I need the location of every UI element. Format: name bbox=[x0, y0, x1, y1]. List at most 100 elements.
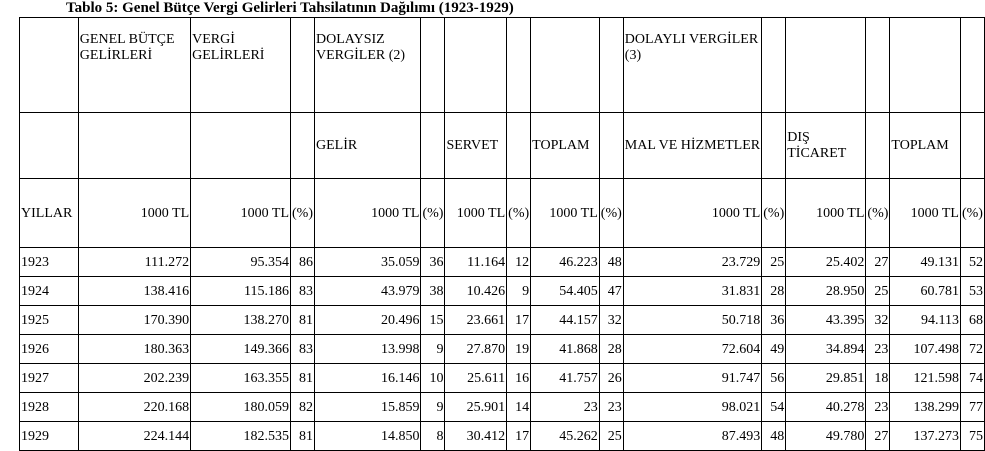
header-cell-empty bbox=[420, 17, 446, 113]
cell-servet-pct: 14 bbox=[506, 392, 532, 422]
cell-servet: 27.870 bbox=[444, 334, 508, 364]
cell-servet-pct: 19 bbox=[506, 334, 532, 364]
cell-genel-butce: 111.272 bbox=[77, 247, 192, 277]
cell-toplam-dolayli: 49.131 bbox=[889, 247, 961, 277]
cell-vergi-pct: 83 bbox=[290, 276, 316, 306]
cell-vergi-pct: 81 bbox=[290, 421, 316, 451]
cell-servet-pct: 17 bbox=[506, 305, 532, 335]
cell-servet-pct: 16 bbox=[506, 363, 532, 393]
cell-gelir-pct: 9 bbox=[420, 334, 446, 364]
cell-servet: 23.661 bbox=[444, 305, 508, 335]
cell-mal-hizmet-pct: 56 bbox=[761, 363, 787, 393]
header-cell-empty bbox=[444, 17, 508, 113]
header-cell-empty bbox=[761, 17, 787, 113]
header-yillar: YILLAR bbox=[19, 178, 79, 248]
header-toplam-dolayli: TOPLAM bbox=[889, 112, 961, 179]
cell-toplam-dolaysiz: 54.405 bbox=[530, 276, 600, 306]
cell-toplam-dolaysiz-pct: 26 bbox=[598, 363, 624, 393]
cell-toplam-dolayli-pct: 74 bbox=[959, 363, 985, 393]
cell-gelir: 35.059 bbox=[314, 247, 422, 277]
header-cell-empty bbox=[77, 112, 192, 179]
cell-dis-ticaret-pct: 32 bbox=[865, 305, 891, 335]
unit-pct: (%) bbox=[598, 178, 624, 248]
cell-gelir-pct: 9 bbox=[420, 392, 446, 422]
cell-gelir-pct: 10 bbox=[420, 363, 446, 393]
header-servet: SERVET bbox=[444, 112, 508, 179]
header-row-1: GENEL BÜTÇE GELİRLERİ VERGİ GELİRLERİ DO… bbox=[19, 17, 985, 113]
cell-dis-ticaret-pct: 27 bbox=[865, 247, 891, 277]
unit-tl: 1000 TL bbox=[190, 178, 292, 248]
cell-servet-pct: 12 bbox=[506, 247, 532, 277]
cell-gelir-pct: 38 bbox=[420, 276, 446, 306]
cell-toplam-dolayli-pct: 75 bbox=[959, 421, 985, 451]
cell-dis-ticaret-pct: 27 bbox=[865, 421, 891, 451]
table-row: 1923 111.272 95.354 86 35.059 36 11.164 12 46.22… bbox=[19, 247, 985, 277]
cell-mal-hizmet-pct: 25 bbox=[761, 247, 787, 277]
cell-servet-pct: 9 bbox=[506, 276, 532, 306]
cell-vergi-pct: 82 bbox=[290, 392, 316, 422]
header-cell-empty bbox=[889, 17, 961, 113]
unit-pct: (%) bbox=[959, 178, 985, 248]
cell-dis-ticaret: 28.950 bbox=[785, 276, 867, 306]
header-toplam-dolaysiz: TOPLAM bbox=[530, 112, 600, 179]
cell-toplam-dolaysiz-pct: 48 bbox=[598, 247, 624, 277]
header-cell-empty bbox=[959, 17, 985, 113]
header-genel-butce: GENEL BÜTÇE GELİRLERİ bbox=[77, 17, 192, 113]
cell-mal-hizmet: 50.718 bbox=[622, 305, 763, 335]
unit-tl: 1000 TL bbox=[622, 178, 763, 248]
cell-gelir-pct: 15 bbox=[420, 305, 446, 335]
cell-mal-hizmet: 87.493 bbox=[622, 421, 763, 451]
tax-revenue-table: GENEL BÜTÇE GELİRLERİ VERGİ GELİRLERİ DO… bbox=[19, 17, 985, 451]
header-gelir: GELİR bbox=[314, 112, 422, 179]
header-cell-empty bbox=[865, 17, 891, 113]
cell-gelir: 14.850 bbox=[314, 421, 422, 451]
cell-year: 1928 bbox=[19, 392, 79, 422]
cell-dis-ticaret: 34.894 bbox=[785, 334, 867, 364]
table-row: 1927 202.239 163.355 81 16.146 10 25.611 16 41.7… bbox=[19, 363, 985, 393]
header-cell-empty bbox=[19, 17, 79, 113]
cell-vergi: 182.535 bbox=[190, 421, 292, 451]
table-body: 1923 111.272 95.354 86 35.059 36 11.164 12 46.22… bbox=[19, 247, 985, 451]
cell-servet-pct: 17 bbox=[506, 421, 532, 451]
cell-mal-hizmet: 98.021 bbox=[622, 392, 763, 422]
cell-dis-ticaret-pct: 25 bbox=[865, 276, 891, 306]
header-dolaysiz: DOLAYSIZ VERGİLER (2) bbox=[314, 17, 422, 113]
header-cell-empty bbox=[959, 112, 985, 179]
table-row: 1924 138.416 115.186 83 43.979 38 10.426 9 54.40… bbox=[19, 276, 985, 306]
cell-toplam-dolaysiz-pct: 23 bbox=[598, 392, 624, 422]
cell-toplam-dolaysiz-pct: 47 bbox=[598, 276, 624, 306]
header-row-2: GELİR SERVET TOPLAM MAL VE HİZMETLER DIŞ… bbox=[19, 112, 985, 179]
cell-vergi: 180.059 bbox=[190, 392, 292, 422]
cell-vergi-pct: 83 bbox=[290, 334, 316, 364]
header-cell-empty bbox=[420, 112, 446, 179]
cell-dis-ticaret: 49.780 bbox=[785, 421, 867, 451]
cell-servet: 11.164 bbox=[444, 247, 508, 277]
cell-toplam-dolaysiz: 41.757 bbox=[530, 363, 600, 393]
cell-vergi: 163.355 bbox=[190, 363, 292, 393]
unit-tl: 1000 TL bbox=[314, 178, 422, 248]
cell-vergi: 138.270 bbox=[190, 305, 292, 335]
header-cell-empty bbox=[530, 17, 600, 113]
cell-dis-ticaret-pct: 23 bbox=[865, 392, 891, 422]
cell-servet: 30.412 bbox=[444, 421, 508, 451]
cell-servet: 25.901 bbox=[444, 392, 508, 422]
cell-year: 1927 bbox=[19, 363, 79, 393]
cell-mal-hizmet-pct: 49 bbox=[761, 334, 787, 364]
cell-toplam-dolaysiz: 45.262 bbox=[530, 421, 600, 451]
table-row: 1925 170.390 138.270 81 20.496 15 23.661 17 44.1… bbox=[19, 305, 985, 335]
cell-vergi: 115.186 bbox=[190, 276, 292, 306]
header-cell-empty bbox=[785, 17, 867, 113]
header-cell-empty bbox=[761, 112, 787, 179]
cell-mal-hizmet: 91.747 bbox=[622, 363, 763, 393]
cell-year: 1923 bbox=[19, 247, 79, 277]
cell-toplam-dolayli-pct: 77 bbox=[959, 392, 985, 422]
header-cell-empty bbox=[290, 112, 316, 179]
cell-toplam-dolayli: 138.299 bbox=[889, 392, 961, 422]
cell-genel-butce: 224.144 bbox=[77, 421, 192, 451]
cell-genel-butce: 138.416 bbox=[77, 276, 192, 306]
cell-gelir: 43.979 bbox=[314, 276, 422, 306]
header-cell-empty bbox=[190, 112, 292, 179]
cell-toplam-dolayli: 121.598 bbox=[889, 363, 961, 393]
cell-toplam-dolaysiz: 23 bbox=[530, 392, 600, 422]
cell-genel-butce: 220.168 bbox=[77, 392, 192, 422]
